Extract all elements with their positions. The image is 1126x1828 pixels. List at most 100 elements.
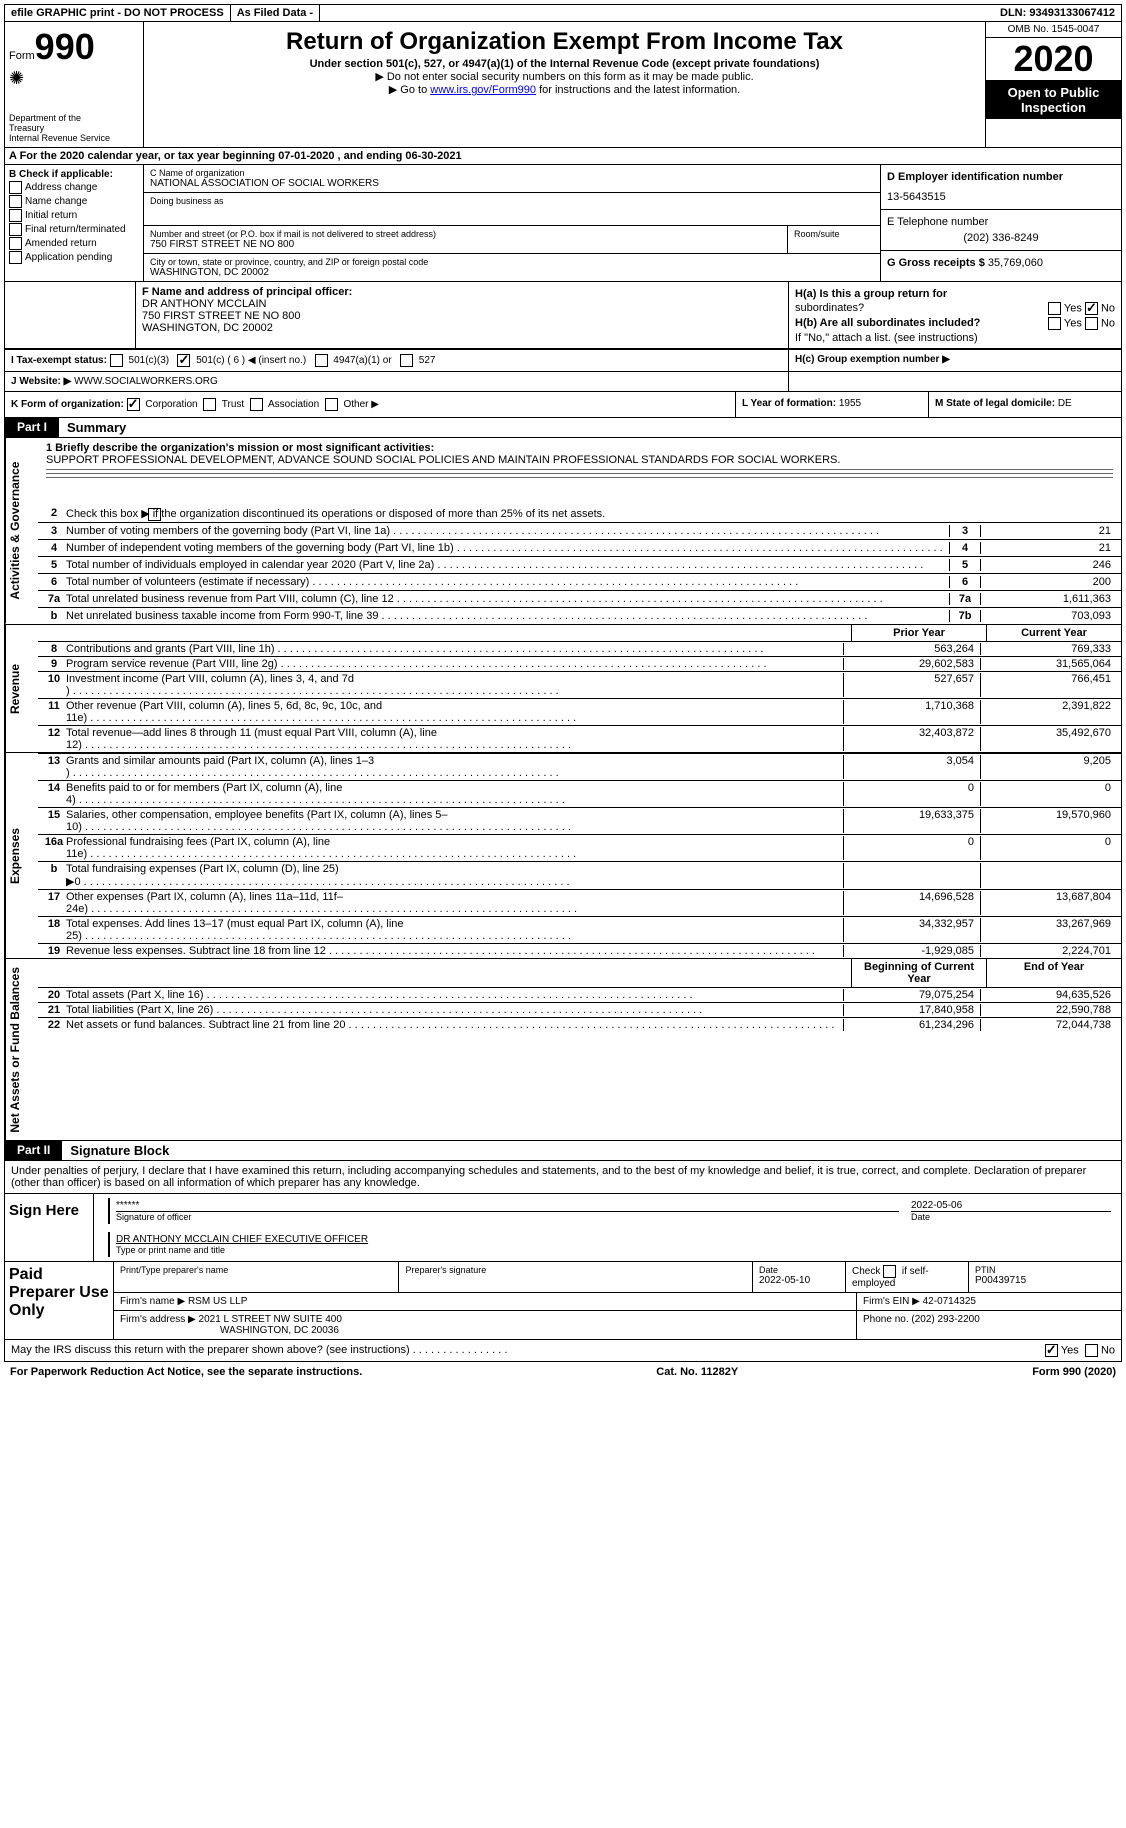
cb-527[interactable] xyxy=(400,354,413,367)
table-row: 22 Net assets or fund balances. Subtract… xyxy=(38,1017,1121,1032)
box-h: H(a) Is this a group return for subordin… xyxy=(789,282,1121,348)
cb-initial-return[interactable] xyxy=(9,209,22,222)
box-d: D Employer identification number 13-5643… xyxy=(880,165,1121,281)
part1-label: Part I xyxy=(5,418,59,437)
cb-ha-yes[interactable] xyxy=(1048,302,1061,315)
cb-other[interactable] xyxy=(325,398,338,411)
col-begin: Beginning of Current Year xyxy=(851,959,986,987)
cb-assoc[interactable] xyxy=(250,398,263,411)
vtab-revenue: Revenue xyxy=(5,625,38,752)
cb-ha-no[interactable] xyxy=(1085,302,1098,315)
sign-here-section: Sign Here ****** Signature of officer 20… xyxy=(5,1193,1121,1261)
cb-discuss-yes[interactable] xyxy=(1045,1344,1058,1357)
cb-trust[interactable] xyxy=(203,398,216,411)
cb-amended[interactable] xyxy=(9,237,22,250)
org-name-label: C Name of organization xyxy=(150,168,874,178)
table-row: 7a Total unrelated business revenue from… xyxy=(38,590,1121,607)
org-name: NATIONAL ASSOCIATION OF SOCIAL WORKERS xyxy=(150,178,874,189)
officer-label: F Name and address of principal officer: xyxy=(142,286,782,298)
firm-ein: 42-0714325 xyxy=(923,1296,976,1307)
table-row: 21 Total liabilities (Part X, line 26) 1… xyxy=(38,1002,1121,1017)
website-value: WWW.SOCIALWORKERS.ORG xyxy=(74,376,218,387)
cb-4947[interactable] xyxy=(315,354,328,367)
table-row: 20 Total assets (Part X, line 16) 79,075… xyxy=(38,987,1121,1002)
form-version: Form 990 (2020) xyxy=(1032,1366,1116,1378)
box-c: C Name of organization NATIONAL ASSOCIAT… xyxy=(144,165,880,281)
table-row: 8 Contributions and grants (Part VIII, l… xyxy=(38,641,1121,656)
tax-year: 2020 xyxy=(986,38,1121,81)
city-state-zip: WASHINGTON, DC 20002 xyxy=(150,267,874,278)
form-title: Return of Organization Exempt From Incom… xyxy=(148,28,981,56)
officer-printed-label: Type or print name and title xyxy=(116,1245,1111,1255)
firm-addr: 2021 L STREET NW SUITE 400 xyxy=(199,1314,342,1325)
table-row: 5 Total number of individuals employed i… xyxy=(38,556,1121,573)
table-row: 16a Professional fundraising fees (Part … xyxy=(38,834,1121,861)
firm-name: RSM US LLP xyxy=(188,1296,247,1307)
officer-printed: DR ANTHONY MCCLAIN CHIEF EXECUTIVE OFFIC… xyxy=(116,1234,1111,1245)
cb-hb-yes[interactable] xyxy=(1048,317,1061,330)
row-i: I Tax-exempt status: 501(c)(3) 501(c) ( … xyxy=(5,350,789,371)
form-label: Form xyxy=(9,50,35,62)
table-row: 6 Total number of volunteers (estimate i… xyxy=(38,573,1121,590)
box-f: F Name and address of principal officer:… xyxy=(136,282,789,348)
vtab-activities: Activities & Governance xyxy=(5,438,38,624)
addr-label: Number and street (or P.O. box if mail i… xyxy=(150,229,781,239)
cb-discuss-no[interactable] xyxy=(1085,1344,1098,1357)
box-hc: H(c) Group exemption number ▶ xyxy=(789,350,1121,371)
header-left: Form990 ✺ Department of theTreasuryInter… xyxy=(5,22,144,147)
form-number: 990 xyxy=(35,26,95,67)
dba-label: Doing business as xyxy=(150,196,874,206)
col-end: End of Year xyxy=(986,959,1121,987)
row-a-tax-year: A For the 2020 calendar year, or tax yea… xyxy=(5,148,1121,165)
cb-corp[interactable] xyxy=(127,398,140,411)
header-right: OMB No. 1545-0047 2020 Open to Public In… xyxy=(985,22,1121,147)
gross-value: 35,769,060 xyxy=(988,257,1043,269)
note-link: ▶ Go to www.irs.gov/Form990 for instruct… xyxy=(148,83,981,96)
table-row: 3 Number of voting members of the govern… xyxy=(38,522,1121,539)
cat-no: Cat. No. 11282Y xyxy=(656,1366,738,1378)
preparer-section: Paid Preparer Use Only Print/Type prepar… xyxy=(5,1261,1121,1339)
top-bar: efile GRAPHIC print - DO NOT PROCESS As … xyxy=(5,5,1121,22)
dln: DLN: 93493133067412 xyxy=(994,5,1121,21)
section-bcd: B Check if applicable: Address change Na… xyxy=(5,165,1121,282)
cb-name-change[interactable] xyxy=(9,195,22,208)
sig-date-label: Date xyxy=(911,1211,1111,1222)
row-i-hc: I Tax-exempt status: 501(c)(3) 501(c) ( … xyxy=(5,349,1121,372)
cb-501c3[interactable] xyxy=(110,354,123,367)
paid-preparer-label: Paid Preparer Use Only xyxy=(5,1262,114,1339)
cb-hb-no[interactable] xyxy=(1085,317,1098,330)
note-ssn: ▶ Do not enter social security numbers o… xyxy=(148,70,981,83)
table-row: 13 Grants and similar amounts paid (Part… xyxy=(38,753,1121,780)
form-subtitle: Under section 501(c), 527, or 4947(a)(1)… xyxy=(148,58,981,70)
ptin-value: P00439715 xyxy=(975,1275,1115,1286)
part1-ag: Activities & Governance 1 Briefly descri… xyxy=(5,438,1121,625)
cb-line2[interactable] xyxy=(148,508,161,521)
firm-phone: (202) 293-2200 xyxy=(911,1314,979,1325)
header-row: Form990 ✺ Department of theTreasuryInter… xyxy=(5,22,1121,148)
cb-pending[interactable] xyxy=(9,251,22,264)
mission-text: SUPPORT PROFESSIONAL DEVELOPMENT, ADVANC… xyxy=(46,454,840,466)
irs-swirl-icon: ✺ xyxy=(9,68,139,89)
table-row: 17 Other expenses (Part IX, column (A), … xyxy=(38,889,1121,916)
state-domicile: DE xyxy=(1058,398,1072,409)
cb-address-change[interactable] xyxy=(9,181,22,194)
page-footer: For Paperwork Reduction Act Notice, see … xyxy=(4,1362,1122,1382)
cb-self-employed[interactable] xyxy=(883,1265,896,1278)
table-row: 19 Revenue less expenses. Subtract line … xyxy=(38,943,1121,958)
sig-date: 2022-05-06 xyxy=(911,1200,1111,1211)
irs-link[interactable]: www.irs.gov/Form990 xyxy=(430,84,536,96)
mission-block: 1 Briefly describe the organization's mi… xyxy=(38,438,1121,506)
cb-501c[interactable] xyxy=(177,354,190,367)
cb-final-return[interactable] xyxy=(9,223,22,236)
part1-expenses: Expenses 13 Grants and similar amounts p… xyxy=(5,753,1121,959)
box-b-label: B Check if applicable: xyxy=(9,169,139,180)
street-address: 750 FIRST STREET NE NO 800 xyxy=(150,239,781,250)
officer-addr2: WASHINGTON, DC 20002 xyxy=(142,322,782,334)
as-filed-label: As Filed Data - xyxy=(231,5,320,21)
row-fgh: F Name and address of principal officer:… xyxy=(5,282,1121,349)
declaration-text: Under penalties of perjury, I declare th… xyxy=(5,1161,1121,1193)
firm-city: WASHINGTON, DC 20036 xyxy=(220,1325,339,1336)
dept-treasury: Department of theTreasuryInternal Revenu… xyxy=(9,113,139,143)
paperwork-notice: For Paperwork Reduction Act Notice, see … xyxy=(10,1366,362,1378)
vtab-expenses: Expenses xyxy=(5,753,38,958)
